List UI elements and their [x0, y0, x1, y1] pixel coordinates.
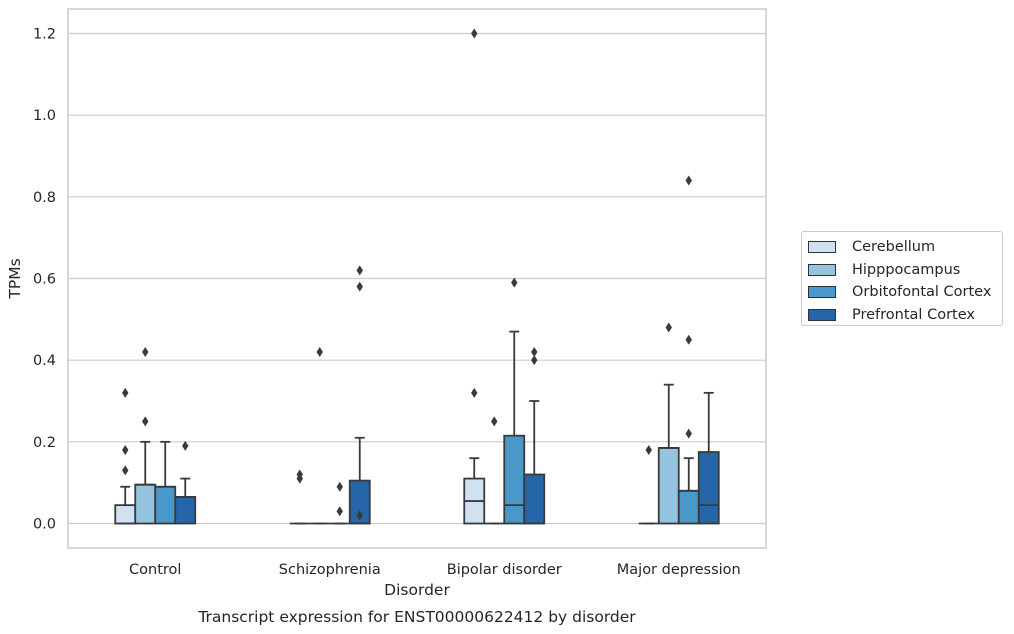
y-tick-label: 0.6 [33, 272, 56, 288]
outlier-point [122, 387, 129, 398]
outlier-point [296, 469, 303, 480]
x-tick-label: Major depression [617, 562, 741, 578]
legend-label: Cerebellum [852, 239, 936, 256]
box-prefrontal-cortex [523, 347, 546, 525]
box-prefrontal-cortex [174, 440, 197, 525]
y-tick-labels: 0.0 0.2 0.4 0.6 0.8 1.0 1.2 [33, 27, 56, 533]
outlier-point [665, 322, 672, 333]
box-cerebellum [638, 445, 659, 525]
box-hipppocampus [134, 347, 157, 525]
box-prefrontal-cortex [697, 391, 720, 525]
outlier-point [491, 416, 498, 427]
legend-label: Hipppocampus [852, 261, 961, 278]
legend-item: Cerebellum [808, 236, 1002, 259]
box-orbitofontal-cortex [329, 481, 350, 525]
box-body [677, 489, 700, 525]
box-body [134, 483, 157, 525]
box-prefrontal-cortex [348, 265, 371, 525]
plot-frame [67, 8, 767, 549]
outlier-point [685, 175, 692, 186]
box-body [503, 434, 526, 525]
legend-swatch [808, 241, 836, 254]
box-body [697, 451, 720, 525]
outlier-point [645, 445, 652, 455]
outlier-point [685, 334, 692, 345]
x-tick-label: Bipolar disorder [447, 562, 562, 578]
outlier-point [316, 347, 323, 357]
x-axis-label: Disorder [384, 581, 450, 599]
box-orbitofontal-cortex [503, 277, 526, 525]
box-cerebellum [114, 387, 137, 525]
outlier-point [182, 440, 189, 451]
outlier-point [685, 428, 692, 439]
legend: Cerebellum Hipppocampus Orbitofontal Corte… [801, 231, 1003, 326]
chart-caption: Transcript expression for ENST0000062241… [197, 608, 636, 626]
outlier-point [531, 355, 538, 366]
legend-label: Orbitofontal Cortex [852, 284, 992, 301]
box-group [114, 28, 720, 525]
grid-lines [68, 32, 766, 525]
x-tick-label: Schizophrenia [279, 562, 381, 578]
box-orbitofontal-cortex [154, 440, 177, 525]
box-body [114, 504, 137, 525]
outlier-point [356, 281, 363, 292]
x-tick-labels: Control Schizophrenia Bipolar disorder Majo… [129, 562, 741, 578]
y-tick-label: 1.0 [33, 108, 56, 124]
legend-swatch [808, 286, 836, 299]
box-hipppocampus [484, 416, 505, 525]
outlier-point [142, 347, 149, 357]
outlier-point [336, 506, 343, 517]
outlier-point [471, 28, 478, 39]
box-hipppocampus [309, 347, 330, 525]
legend-swatch [808, 263, 836, 276]
box-orbitofontal-cortex [677, 175, 700, 525]
legend-label: Prefrontal Cortex [852, 306, 975, 323]
outlier-point [471, 387, 478, 398]
outlier-point [142, 416, 149, 427]
x-tick-label: Control [129, 562, 181, 578]
outlier-point [511, 277, 518, 288]
box-body [657, 447, 680, 525]
legend-item: Prefrontal Cortex [808, 304, 1002, 327]
box-cerebellum [463, 28, 486, 525]
y-tick-label: 1.2 [33, 27, 56, 43]
box-body [174, 496, 197, 525]
y-tick-label: 0.0 [33, 517, 56, 533]
legend-swatch [808, 308, 836, 321]
box-body [523, 473, 546, 525]
outlier-point [122, 445, 129, 455]
box-cerebellum [289, 469, 310, 525]
box-hipppocampus [657, 322, 680, 525]
box-body [154, 485, 177, 525]
y-tick-label: 0.2 [33, 435, 56, 451]
y-axis-label: TPMs [6, 258, 24, 299]
legend-item: Orbitofontal Cortex [808, 281, 1002, 304]
legend-item: Hipppocampus [808, 259, 1002, 282]
outlier-point [356, 265, 363, 276]
outlier-point [122, 465, 129, 476]
y-tick-label: 0.8 [33, 190, 56, 206]
outlier-point [356, 510, 363, 521]
outlier-point [531, 347, 538, 357]
y-tick-label: 0.4 [33, 353, 56, 369]
outlier-point [336, 481, 343, 492]
